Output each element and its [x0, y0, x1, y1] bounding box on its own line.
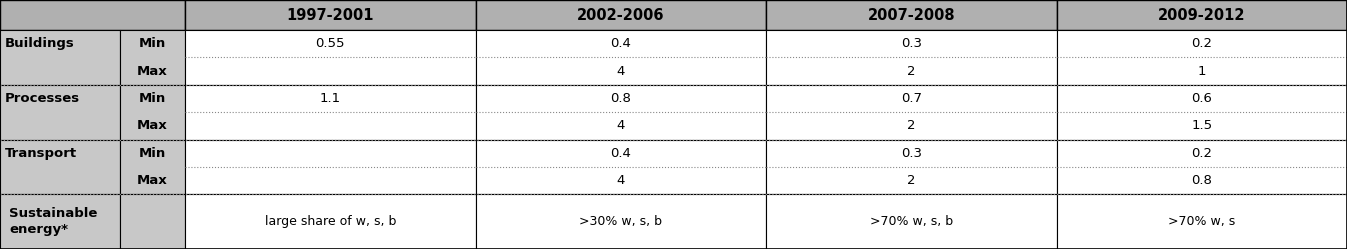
Bar [1056, 85, 1347, 139]
Bar [766, 0, 1056, 30]
Bar [120, 139, 185, 194]
Bar [475, 85, 766, 139]
Bar [120, 30, 185, 85]
Bar [0, 85, 120, 139]
Bar [120, 85, 185, 139]
Text: large share of w, s, b: large share of w, s, b [264, 215, 396, 228]
Text: 0.55: 0.55 [315, 37, 345, 50]
Text: 0.4: 0.4 [610, 147, 632, 160]
Bar [0, 0, 185, 30]
Text: Max: Max [137, 119, 168, 132]
Text: >70% w, s: >70% w, s [1168, 215, 1235, 228]
Text: 0.2: 0.2 [1191, 147, 1212, 160]
Text: 4: 4 [617, 174, 625, 187]
Bar [0, 139, 120, 194]
Bar [0, 194, 120, 249]
Text: Processes: Processes [5, 92, 79, 105]
Text: 2002-2006: 2002-2006 [577, 7, 664, 22]
Text: 4: 4 [617, 64, 625, 77]
Text: Min: Min [139, 37, 166, 50]
Text: 2: 2 [907, 64, 916, 77]
Text: 0.2: 0.2 [1191, 37, 1212, 50]
Text: 4: 4 [617, 119, 625, 132]
Bar [766, 30, 1056, 85]
Text: Transport: Transport [5, 147, 77, 160]
Bar [475, 139, 766, 194]
Bar [766, 194, 1056, 249]
Bar [1056, 139, 1347, 194]
Bar [185, 0, 475, 30]
Bar [1056, 194, 1347, 249]
Text: 0.8: 0.8 [610, 92, 632, 105]
Bar [185, 30, 475, 85]
Text: 0.8: 0.8 [1191, 174, 1212, 187]
Text: 0.4: 0.4 [610, 37, 632, 50]
Text: 2: 2 [907, 174, 916, 187]
Text: 0.3: 0.3 [901, 37, 921, 50]
Text: 0.6: 0.6 [1191, 92, 1212, 105]
Bar [475, 30, 766, 85]
Text: Max: Max [137, 64, 168, 77]
Bar [185, 85, 475, 139]
Text: Sustainable
energy*: Sustainable energy* [9, 207, 97, 236]
Text: Min: Min [139, 92, 166, 105]
Bar [475, 194, 766, 249]
Text: Buildings: Buildings [5, 37, 74, 50]
Text: 0.3: 0.3 [901, 147, 921, 160]
Text: >70% w, s, b: >70% w, s, b [870, 215, 952, 228]
Text: 2007-2008: 2007-2008 [867, 7, 955, 22]
Text: 1: 1 [1197, 64, 1206, 77]
Bar [1056, 0, 1347, 30]
Text: 1.1: 1.1 [319, 92, 341, 105]
Bar [766, 139, 1056, 194]
Bar [0, 30, 120, 85]
Bar [185, 139, 475, 194]
Bar [185, 194, 475, 249]
Text: 1997-2001: 1997-2001 [287, 7, 374, 22]
Text: 2009-2012: 2009-2012 [1158, 7, 1246, 22]
Bar [766, 85, 1056, 139]
Bar [475, 0, 766, 30]
Text: 1.5: 1.5 [1191, 119, 1212, 132]
Bar [1056, 30, 1347, 85]
Text: Min: Min [139, 147, 166, 160]
Bar [120, 194, 185, 249]
Text: >30% w, s, b: >30% w, s, b [579, 215, 663, 228]
Text: Max: Max [137, 174, 168, 187]
Text: 0.7: 0.7 [901, 92, 921, 105]
Text: 2: 2 [907, 119, 916, 132]
